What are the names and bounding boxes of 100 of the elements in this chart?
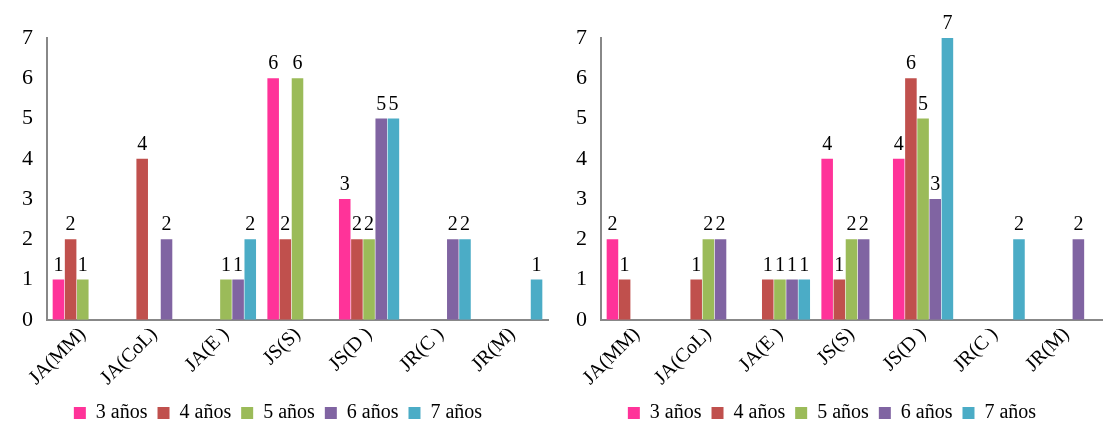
data-label: 1 (53, 252, 64, 275)
data-label: 1 (799, 252, 810, 275)
bar (220, 279, 232, 320)
bar (857, 239, 870, 320)
bar (338, 199, 351, 320)
x-tick-label: JS(D ) (323, 322, 377, 376)
data-label: 2 (1073, 212, 1084, 235)
data-label: 2 (280, 212, 291, 235)
bar (845, 239, 858, 320)
bar (375, 118, 388, 320)
y-tick-label: 4 (576, 144, 587, 170)
x-tick-label: JS(D ) (877, 322, 931, 376)
bar (690, 279, 702, 320)
y-tick-label: 7 (22, 23, 33, 49)
legend-label: 6 años (346, 400, 399, 423)
data-label: 1 (220, 252, 231, 275)
data-label: 1 (619, 252, 630, 275)
legend-label: 4 años (179, 400, 232, 423)
data-label: 1 (834, 252, 845, 275)
bar (905, 78, 917, 320)
bar (279, 239, 292, 320)
y-tick-label: 2 (576, 225, 587, 251)
y-tick-label: 0 (576, 305, 587, 331)
bar (1013, 239, 1025, 320)
data-label: 6 (268, 51, 279, 74)
legend-label: 4 años (733, 400, 786, 423)
bar (52, 279, 65, 320)
bar (761, 279, 774, 320)
data-label: 5 (918, 91, 929, 114)
data-label: 2 (65, 212, 76, 235)
bar (618, 279, 631, 320)
bar (447, 239, 459, 320)
bar (530, 279, 543, 320)
data-label: 6 (905, 51, 916, 74)
data-label: 1 (774, 252, 785, 275)
data-label: 1 (787, 252, 798, 275)
data-label: 5 (376, 91, 387, 114)
data-label: 2 (703, 212, 714, 235)
y-tick-label: 5 (576, 104, 587, 130)
data-label: 5 (388, 91, 399, 114)
bar (606, 239, 619, 320)
legend-label: 7 años (984, 400, 1037, 423)
data-label: 1 (233, 252, 244, 275)
data-label: 2 (245, 212, 256, 235)
data-label: 4 (893, 132, 904, 154)
legend-label: 3 años (649, 400, 702, 423)
bar (244, 239, 257, 320)
data-label: 2 (447, 212, 458, 235)
bar (702, 239, 715, 320)
bar (387, 118, 400, 320)
legend-label: 6 años (900, 400, 953, 423)
legend-label: 7 años (430, 400, 483, 423)
bar (786, 279, 798, 320)
data-label: 2 (858, 212, 869, 235)
data-label: 6 (292, 51, 303, 74)
bar (64, 239, 77, 320)
data-label: 2 (1013, 212, 1024, 235)
bar (929, 199, 942, 320)
data-label: 1 (691, 252, 702, 275)
data-label: 3 (930, 172, 941, 195)
legend-label: 3 años (95, 400, 148, 423)
y-tick-label: 2 (22, 225, 33, 251)
data-label: 2 (607, 212, 618, 235)
data-label: 2 (459, 212, 470, 235)
data-label: 1 (77, 252, 88, 275)
y-tick-label: 5 (22, 104, 33, 130)
legend-label: 5 años (263, 400, 316, 423)
data-label: 2 (161, 212, 172, 235)
bar (232, 279, 244, 320)
bar (821, 158, 833, 320)
bar (714, 239, 727, 320)
bar (291, 78, 304, 320)
bar (160, 239, 173, 320)
bar (833, 279, 846, 320)
y-tick-label: 6 (576, 64, 587, 90)
bar (892, 158, 905, 320)
bar (267, 78, 279, 320)
y-tick-label: 0 (22, 305, 33, 331)
bar (1072, 239, 1085, 320)
data-label: 3 (339, 172, 350, 195)
data-label: 4 (822, 132, 833, 154)
bar (363, 239, 375, 320)
data-label: 1 (531, 252, 542, 275)
bar (77, 279, 89, 320)
data-label: 2 (364, 212, 375, 235)
data-label: 2 (846, 212, 857, 235)
y-tick-label: 7 (576, 23, 587, 49)
legend-label: 5 años (817, 400, 870, 423)
bar (459, 239, 471, 320)
bar (941, 38, 954, 320)
y-tick-label: 1 (22, 265, 33, 291)
bar (136, 158, 148, 320)
y-tick-label: 3 (576, 184, 587, 210)
data-label: 1 (762, 252, 773, 275)
bar (351, 239, 363, 320)
y-tick-label: 1 (576, 265, 587, 291)
y-tick-label: 4 (22, 144, 33, 170)
bar (774, 279, 786, 320)
data-label: 2 (351, 212, 362, 235)
y-tick-label: 3 (22, 184, 33, 210)
